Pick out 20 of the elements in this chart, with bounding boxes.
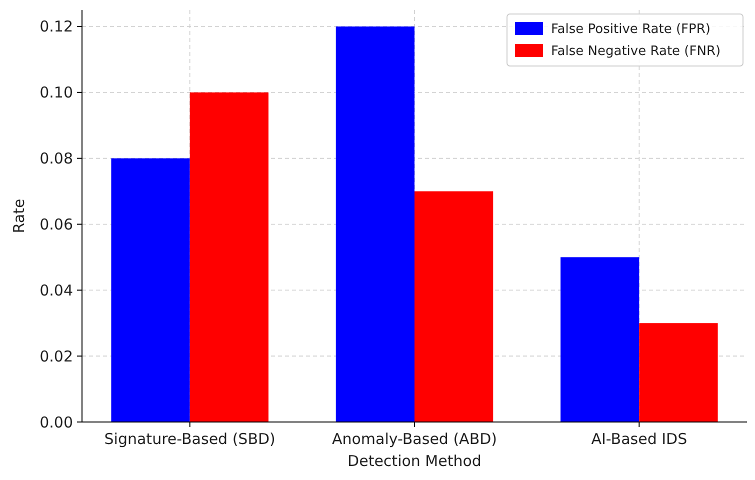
y-tick-label: 0.04 (40, 281, 73, 300)
bar (560, 257, 640, 422)
bar (336, 26, 414, 422)
bar (414, 191, 494, 422)
x-tick-label: AI-Based IDS (591, 430, 688, 448)
legend-label: False Negative Rate (FNR) (551, 44, 721, 59)
y-tick-label: 0.06 (40, 215, 73, 234)
x-tick-label: Anomaly-Based (ABD) (332, 430, 498, 448)
y-tick-label: 0.02 (40, 347, 73, 366)
bar (111, 158, 190, 422)
y-axis-title: Rate (10, 198, 28, 234)
bar (639, 323, 718, 422)
y-tick-label: 0.10 (40, 84, 73, 102)
y-tick-label: 0.12 (40, 18, 73, 36)
bar (190, 92, 268, 422)
y-tick-label: 0.08 (40, 150, 73, 168)
x-axis-title: Detection Method (348, 452, 482, 470)
legend-label: False Positive Rate (FPR) (551, 22, 710, 37)
y-tick-label: 0.00 (40, 413, 73, 432)
x-tick-label: Signature-Based (SBD) (104, 430, 276, 448)
